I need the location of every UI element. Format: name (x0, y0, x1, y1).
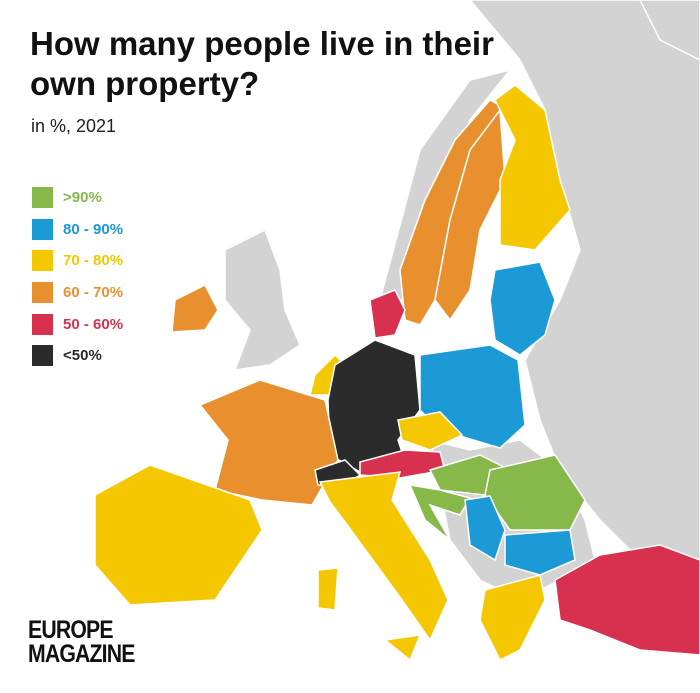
turkey (554, 544, 700, 656)
legend-item: 60 - 70% (32, 277, 123, 309)
sardinia (317, 567, 339, 611)
legend-swatch (32, 345, 53, 367)
subtitle: in %, 2021 (31, 116, 117, 136)
legend-swatch (32, 313, 53, 335)
legend-label: 70 - 80% (63, 252, 124, 270)
italy (318, 471, 449, 642)
legend-label: 60 - 70% (63, 284, 124, 302)
logo: EUROPE MAGAZINE (28, 616, 135, 668)
legend-item: <50% (32, 340, 123, 372)
legend-swatch (32, 218, 53, 240)
france (198, 379, 339, 506)
legend-label: >90% (63, 189, 102, 207)
logo-line: MAGAZINE (28, 640, 135, 668)
title: How many people live in their own proper… (30, 25, 494, 102)
legend-swatch (32, 187, 53, 209)
serbia (464, 495, 506, 562)
ireland (171, 283, 219, 333)
land (224, 228, 301, 371)
denmark (369, 289, 406, 339)
legend: >90% 80 - 90% 70 - 80% 60 - 70% 50 - 60% <50% (32, 182, 123, 372)
land (639, 0, 700, 61)
finland (494, 84, 571, 251)
logo-line: EUROPE (28, 616, 114, 644)
sicily (383, 634, 422, 662)
greece (479, 574, 546, 662)
legend-item: 50 - 60% (32, 308, 123, 340)
croatia (408, 484, 472, 541)
legend-item: 70 - 80% (32, 245, 123, 277)
baltics (489, 261, 556, 356)
legend-item: >90% (32, 182, 123, 214)
legend-label: 50 - 60% (63, 315, 124, 333)
legend-swatch (32, 250, 53, 272)
spain (94, 464, 263, 606)
legend-swatch (32, 282, 53, 304)
czechia (397, 411, 464, 451)
legend-label: <50% (63, 347, 102, 365)
legend-label: 80 - 90% (63, 220, 124, 238)
legend-item: 80 - 90% (32, 214, 123, 246)
bulgaria (504, 529, 576, 576)
